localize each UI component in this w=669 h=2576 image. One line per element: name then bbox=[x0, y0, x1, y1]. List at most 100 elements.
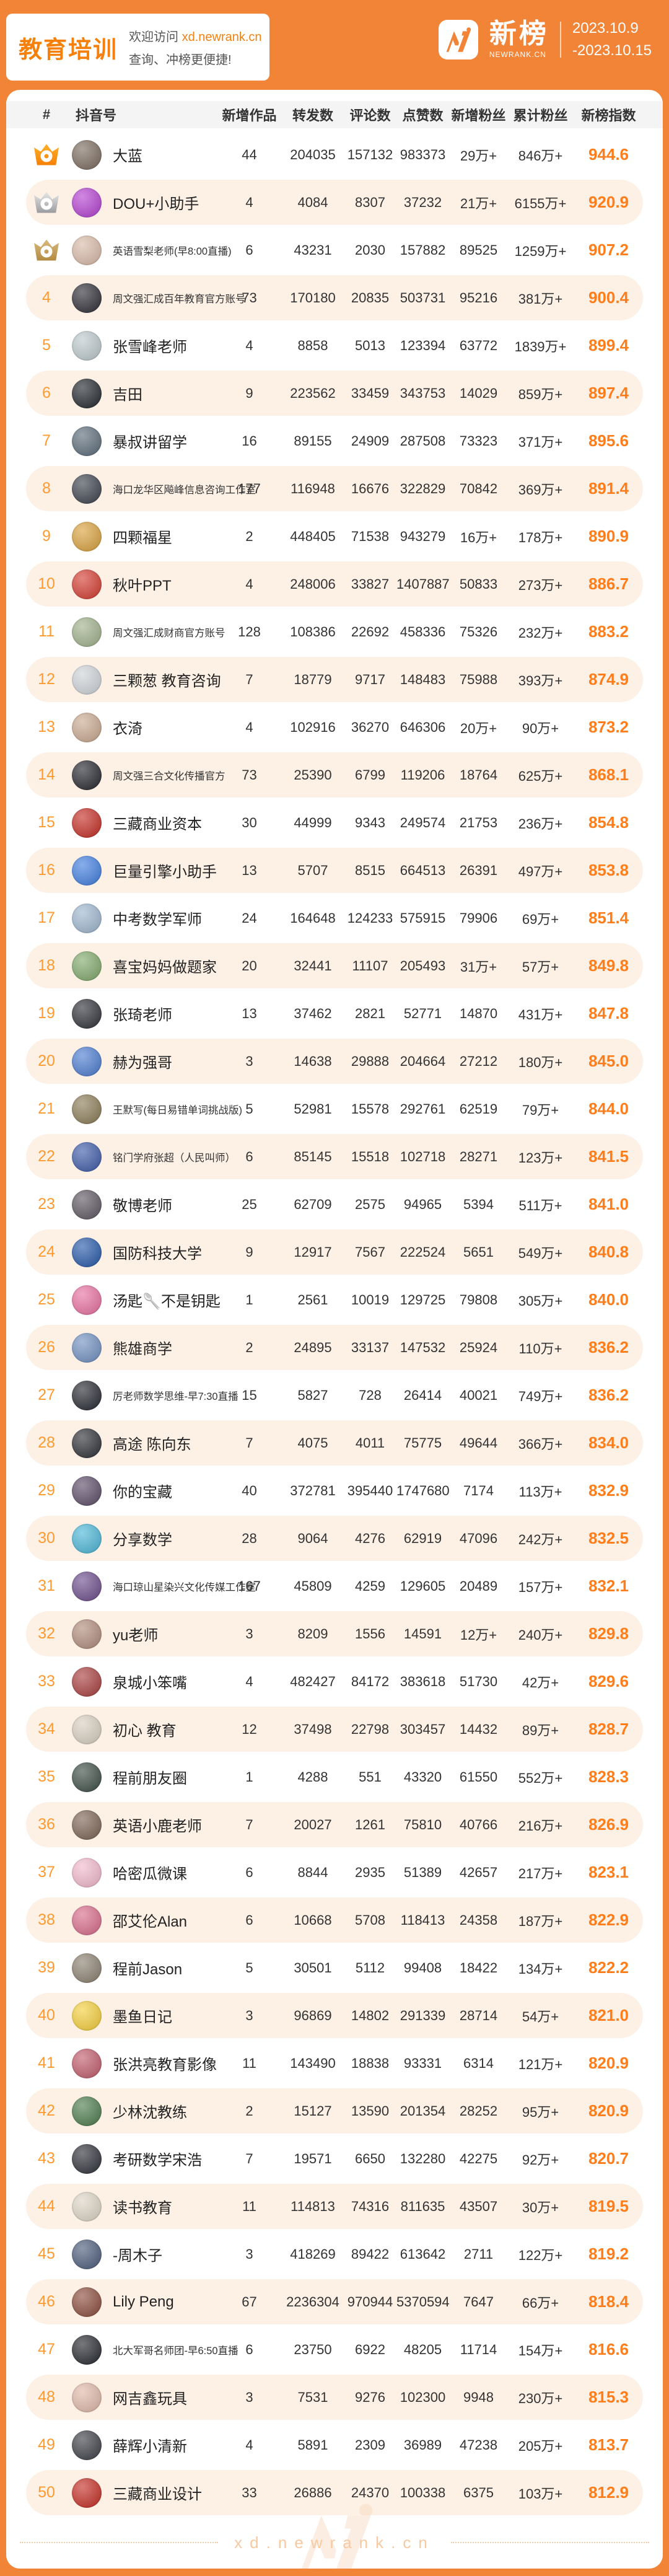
account-name[interactable]: 中考数学军师 bbox=[113, 912, 202, 928]
account-name[interactable]: 汤匙🥄不是钥匙 bbox=[113, 1293, 221, 1310]
table-row[interactable]: 46 Lily Peng 67 2236304 970944 5370594 7647 66万… bbox=[6, 2278, 663, 2326]
table-row[interactable]: 38 邵艾伦Alan 6 10668 5708 118413 24358 187万+ 822.9 bbox=[6, 1896, 663, 1944]
table-row[interactable]: DOU+小助手 4 4084 8307 37232 21万+ 6155万+ 920.9 bbox=[6, 178, 663, 226]
account-name[interactable]: 三颗葱 教育咨询 bbox=[113, 673, 221, 690]
account-name[interactable]: 张洪亮教育影像 bbox=[113, 2057, 217, 2073]
table-row[interactable]: 31 海口琼山星染兴文化传媒工作室 167 45809 4259 129605 20489 1… bbox=[6, 1562, 663, 1610]
account-name[interactable]: 周文强汇成百年教育官方账号 bbox=[113, 293, 246, 305]
table-row[interactable]: 8 海口龙华区飚峰信息咨询工作室 177 116948 16676 322829 70842… bbox=[6, 465, 663, 512]
account-name[interactable]: 北大军哥名师团-早6:50直播 bbox=[113, 2345, 238, 2357]
account-name[interactable]: 赫为强哥 bbox=[113, 1055, 172, 1071]
table-row[interactable]: 36 英语小鹿老师 7 20027 1261 75810 40766 216万+ 826.9 bbox=[6, 1801, 663, 1848]
table-row[interactable]: 35 程前朋友圈 1 4288 551 43320 61550 552万+ 828.3 bbox=[6, 1753, 663, 1801]
table-row[interactable]: 34 初心 教育 12 37498 22798 303457 14432 89万+ 828.7 bbox=[6, 1705, 663, 1753]
account-name[interactable]: 程前朋友圈 bbox=[113, 1770, 187, 1787]
table-row[interactable]: 27 厉老师数学思维-早7:30直播 15 5827 728 26414 40021 749万… bbox=[6, 1371, 663, 1419]
table-row[interactable]: 44 读书教育 11 114813 74316 811635 43507 30万+ 819.5 bbox=[6, 2183, 663, 2230]
account-name[interactable]: 张琦老师 bbox=[113, 1007, 172, 1024]
table-row[interactable]: 45 -周木子 3 418269 89422 613642 2711 122万+ 819.2 bbox=[6, 2230, 663, 2278]
account-name[interactable]: 高途 陈向东 bbox=[113, 1436, 191, 1453]
table-row[interactable]: 33 泉城小笨嘴 4 482427 84172 383618 51730 42万+ 829.6 bbox=[6, 1658, 663, 1705]
account-name[interactable]: 大蓝 bbox=[113, 148, 142, 165]
table-row[interactable]: 18 喜宝妈妈做题家 20 32441 11107 205493 31万+ 57万+ 849.8 bbox=[6, 942, 663, 990]
table-row[interactable]: 6 吉田 9 223562 33459 343753 14029 859万+ 897.4 bbox=[6, 369, 663, 417]
table-row[interactable]: 17 中考数学军师 24 164648 124233 575915 79906 69万+ 851… bbox=[6, 894, 663, 942]
table-row[interactable]: 9 四颗福星 2 448405 71538 943279 16万+ 178万+ 890.9 bbox=[6, 512, 663, 560]
table-row[interactable]: 5 张雪峰老师 4 8858 5013 123394 63772 1839万+ 899.4 bbox=[6, 322, 663, 369]
table-row[interactable]: 11 周文强汇成财商官方账号 128 108386 22692 458336 75326 23… bbox=[6, 608, 663, 656]
account-name[interactable]: 哈密瓜微课 bbox=[113, 1866, 187, 1883]
table-row[interactable]: 39 程前Jason 5 30501 5112 99408 18422 134万+ 822.2 bbox=[6, 1944, 663, 1992]
account-name[interactable]: 厉老师数学思维-早7:30直播 bbox=[113, 1391, 238, 1402]
table-row[interactable]: 15 三藏商业资本 30 44999 9343 249574 21753 236万+ 854.8 bbox=[6, 799, 663, 846]
account-name[interactable]: 敬博老师 bbox=[113, 1198, 172, 1215]
table-row[interactable]: 19 张琦老师 13 37462 2821 52771 14870 431万+ 847.8 bbox=[6, 990, 663, 1037]
table-row[interactable]: 47 北大军哥名师团-早6:50直播 6 23750 6922 48205 11714 154… bbox=[6, 2326, 663, 2373]
account-name[interactable]: 考研数学宋浩 bbox=[113, 2152, 202, 2169]
table-row[interactable]: 20 赫为强哥 3 14638 29888 204664 27212 180万+ 845.0 bbox=[6, 1037, 663, 1085]
table-row[interactable]: 32 yu老师 3 8209 1556 14591 12万+ 240万+ 829.8 bbox=[6, 1610, 663, 1658]
account-name[interactable]: 程前Jason bbox=[113, 1961, 183, 1978]
account-name[interactable]: 熊雄商学 bbox=[113, 1341, 172, 1358]
table-row[interactable]: 42 少林沈教练 2 15127 13590 201354 28252 95万+ 820.9 bbox=[6, 2087, 663, 2135]
table-row[interactable]: 24 国防科技大学 9 12917 7567 222524 5651 549万+ 840.8 bbox=[6, 1228, 663, 1276]
account-name[interactable]: 王默写(每日易错单词挑战版) bbox=[113, 1104, 242, 1116]
table-row[interactable]: 13 衣渏 4 102916 36270 646306 20万+ 90万+ 873.2 bbox=[6, 703, 663, 751]
account-name[interactable]: 薛辉小清新 bbox=[113, 2438, 187, 2455]
table-row[interactable]: 10 秋叶PPT 4 248006 33827 1407887 50833 273万+ 886.… bbox=[6, 560, 663, 608]
account-name[interactable]: 泉城小笨嘴 bbox=[113, 1675, 187, 1692]
account-name[interactable]: 国防科技大学 bbox=[113, 1246, 202, 1262]
account-name[interactable]: 初心 教育 bbox=[113, 1723, 177, 1739]
account-name[interactable]: 吉田 bbox=[113, 387, 142, 403]
account-name[interactable]: 少林沈教练 bbox=[113, 2104, 187, 2121]
table-row[interactable]: 37 哈密瓜微课 6 8844 2935 51389 42657 217万+ 823.1 bbox=[6, 1848, 663, 1896]
account-name[interactable]: yu老师 bbox=[113, 1627, 159, 1644]
account-name[interactable]: 铭门学府张超（人民叫师） bbox=[113, 1152, 235, 1164]
account-name[interactable]: 巨量引擎小助手 bbox=[113, 864, 217, 881]
table-row[interactable]: 21 王默写(每日易错单词挑战版) 5 52981 15578 292761 62519 79… bbox=[6, 1085, 663, 1133]
table-row[interactable]: 30 分享数学 28 9064 4276 62919 47096 242万+ 832.5 bbox=[6, 1514, 663, 1562]
table-row[interactable]: 12 三颗葱 教育咨询 7 18779 9717 148483 75988 393万+ 874.… bbox=[6, 656, 663, 703]
account-name[interactable]: Lily Peng bbox=[113, 2293, 174, 2310]
account-name[interactable]: 三藏商业资本 bbox=[113, 816, 202, 833]
table-row[interactable]: 28 高途 陈向东 7 4075 4011 75775 49644 366万+ 834.0 bbox=[6, 1419, 663, 1467]
account-name[interactable]: 你的宝藏 bbox=[113, 1484, 172, 1501]
account-name[interactable]: 周文强汇成财商官方账号 bbox=[113, 627, 225, 639]
account-name[interactable]: 分享数学 bbox=[113, 1532, 172, 1549]
account-name[interactable]: 秋叶PPT bbox=[113, 578, 172, 594]
table-row[interactable]: 43 考研数学宋浩 7 19571 6650 132280 42275 92万+ 820.7 bbox=[6, 2135, 663, 2183]
table-row[interactable]: 25 汤匙🥄不是钥匙 1 2561 10019 129725 79808 305万+ 840.0 bbox=[6, 1276, 663, 1324]
account-name[interactable]: 三藏商业设计 bbox=[113, 2486, 202, 2503]
account-name[interactable]: 英语雪梨老师(早8:00直播) bbox=[113, 245, 232, 257]
account-name[interactable]: -周木子 bbox=[113, 2248, 162, 2264]
table-row[interactable]: 23 敬博老师 25 62709 2575 94965 5394 511万+ 841.0 bbox=[6, 1180, 663, 1228]
table-row[interactable]: 26 熊雄商学 2 24895 33137 147532 25924 110万+ 836.2 bbox=[6, 1324, 663, 1371]
account-name[interactable]: 衣渏 bbox=[113, 721, 142, 737]
account-name[interactable]: 墨鱼日记 bbox=[113, 2009, 172, 2026]
site-link[interactable]: xd.newrank.cn bbox=[181, 30, 262, 44]
table-row[interactable]: 英语雪梨老师(早8:00直播) 6 43231 2030 157882 89525 1259… bbox=[6, 226, 663, 274]
account-name[interactable]: 周文强三合文化传播官方 bbox=[113, 770, 225, 782]
table-row[interactable]: 50 三藏商业设计 33 26886 24370 100338 6375 103万+ 812.9 bbox=[6, 2469, 663, 2517]
account-name[interactable]: 网吉鑫玩具 bbox=[113, 2391, 187, 2407]
account-name[interactable]: 暴叔讲留学 bbox=[113, 434, 187, 451]
table-row[interactable]: 40 墨鱼日记 3 96869 14802 291339 28714 54万+ 821.0 bbox=[6, 1992, 663, 2039]
table-row[interactable]: 22 铭门学府张超（人民叫师） 6 85145 15518 102718 28271 123万… bbox=[6, 1133, 663, 1180]
table-row[interactable]: 48 网吉鑫玩具 3 7531 9276 102300 9948 230万+ 815.3 bbox=[6, 2373, 663, 2421]
account-name[interactable]: 海口龙华区飚峰信息咨询工作室 bbox=[113, 484, 256, 496]
account-name[interactable]: 英语小鹿老师 bbox=[113, 1818, 202, 1835]
account-name[interactable]: 读书教育 bbox=[113, 2200, 172, 2217]
account-name[interactable]: DOU+小助手 bbox=[113, 196, 199, 213]
table-row[interactable]: 14 周文强三合文化传播官方 73 25390 6799 119206 18764 625万+… bbox=[6, 751, 663, 799]
account-name[interactable]: 喜宝妈妈做题家 bbox=[113, 959, 217, 976]
account-name[interactable]: 四颗福星 bbox=[113, 530, 172, 547]
table-row[interactable]: 4 周文强汇成百年教育官方账号 73 170180 20835 503731 95216 38… bbox=[6, 274, 663, 322]
table-row[interactable]: 7 暴叔讲留学 16 89155 24909 287508 73323 371万+ 895.6 bbox=[6, 417, 663, 465]
table-row[interactable]: 大蓝 44 204035 157132 983373 29万+ 846万+ 944.6 bbox=[6, 131, 663, 178]
table-row[interactable]: 41 张洪亮教育影像 11 143490 18838 93331 6314 121万+ 820.… bbox=[6, 2039, 663, 2087]
account-name[interactable]: 张雪峰老师 bbox=[113, 339, 187, 356]
table-row[interactable]: 49 薛辉小清新 4 5891 2309 36989 47238 205万+ 813.7 bbox=[6, 2421, 663, 2469]
account-name[interactable]: 海口琼山星染兴文化传媒工作室 bbox=[113, 1581, 256, 1593]
account-name[interactable]: 邵艾伦Alan bbox=[113, 1914, 188, 1930]
table-row[interactable]: 16 巨量引擎小助手 13 5707 8515 664513 26391 497万+ 853.8 bbox=[6, 846, 663, 894]
